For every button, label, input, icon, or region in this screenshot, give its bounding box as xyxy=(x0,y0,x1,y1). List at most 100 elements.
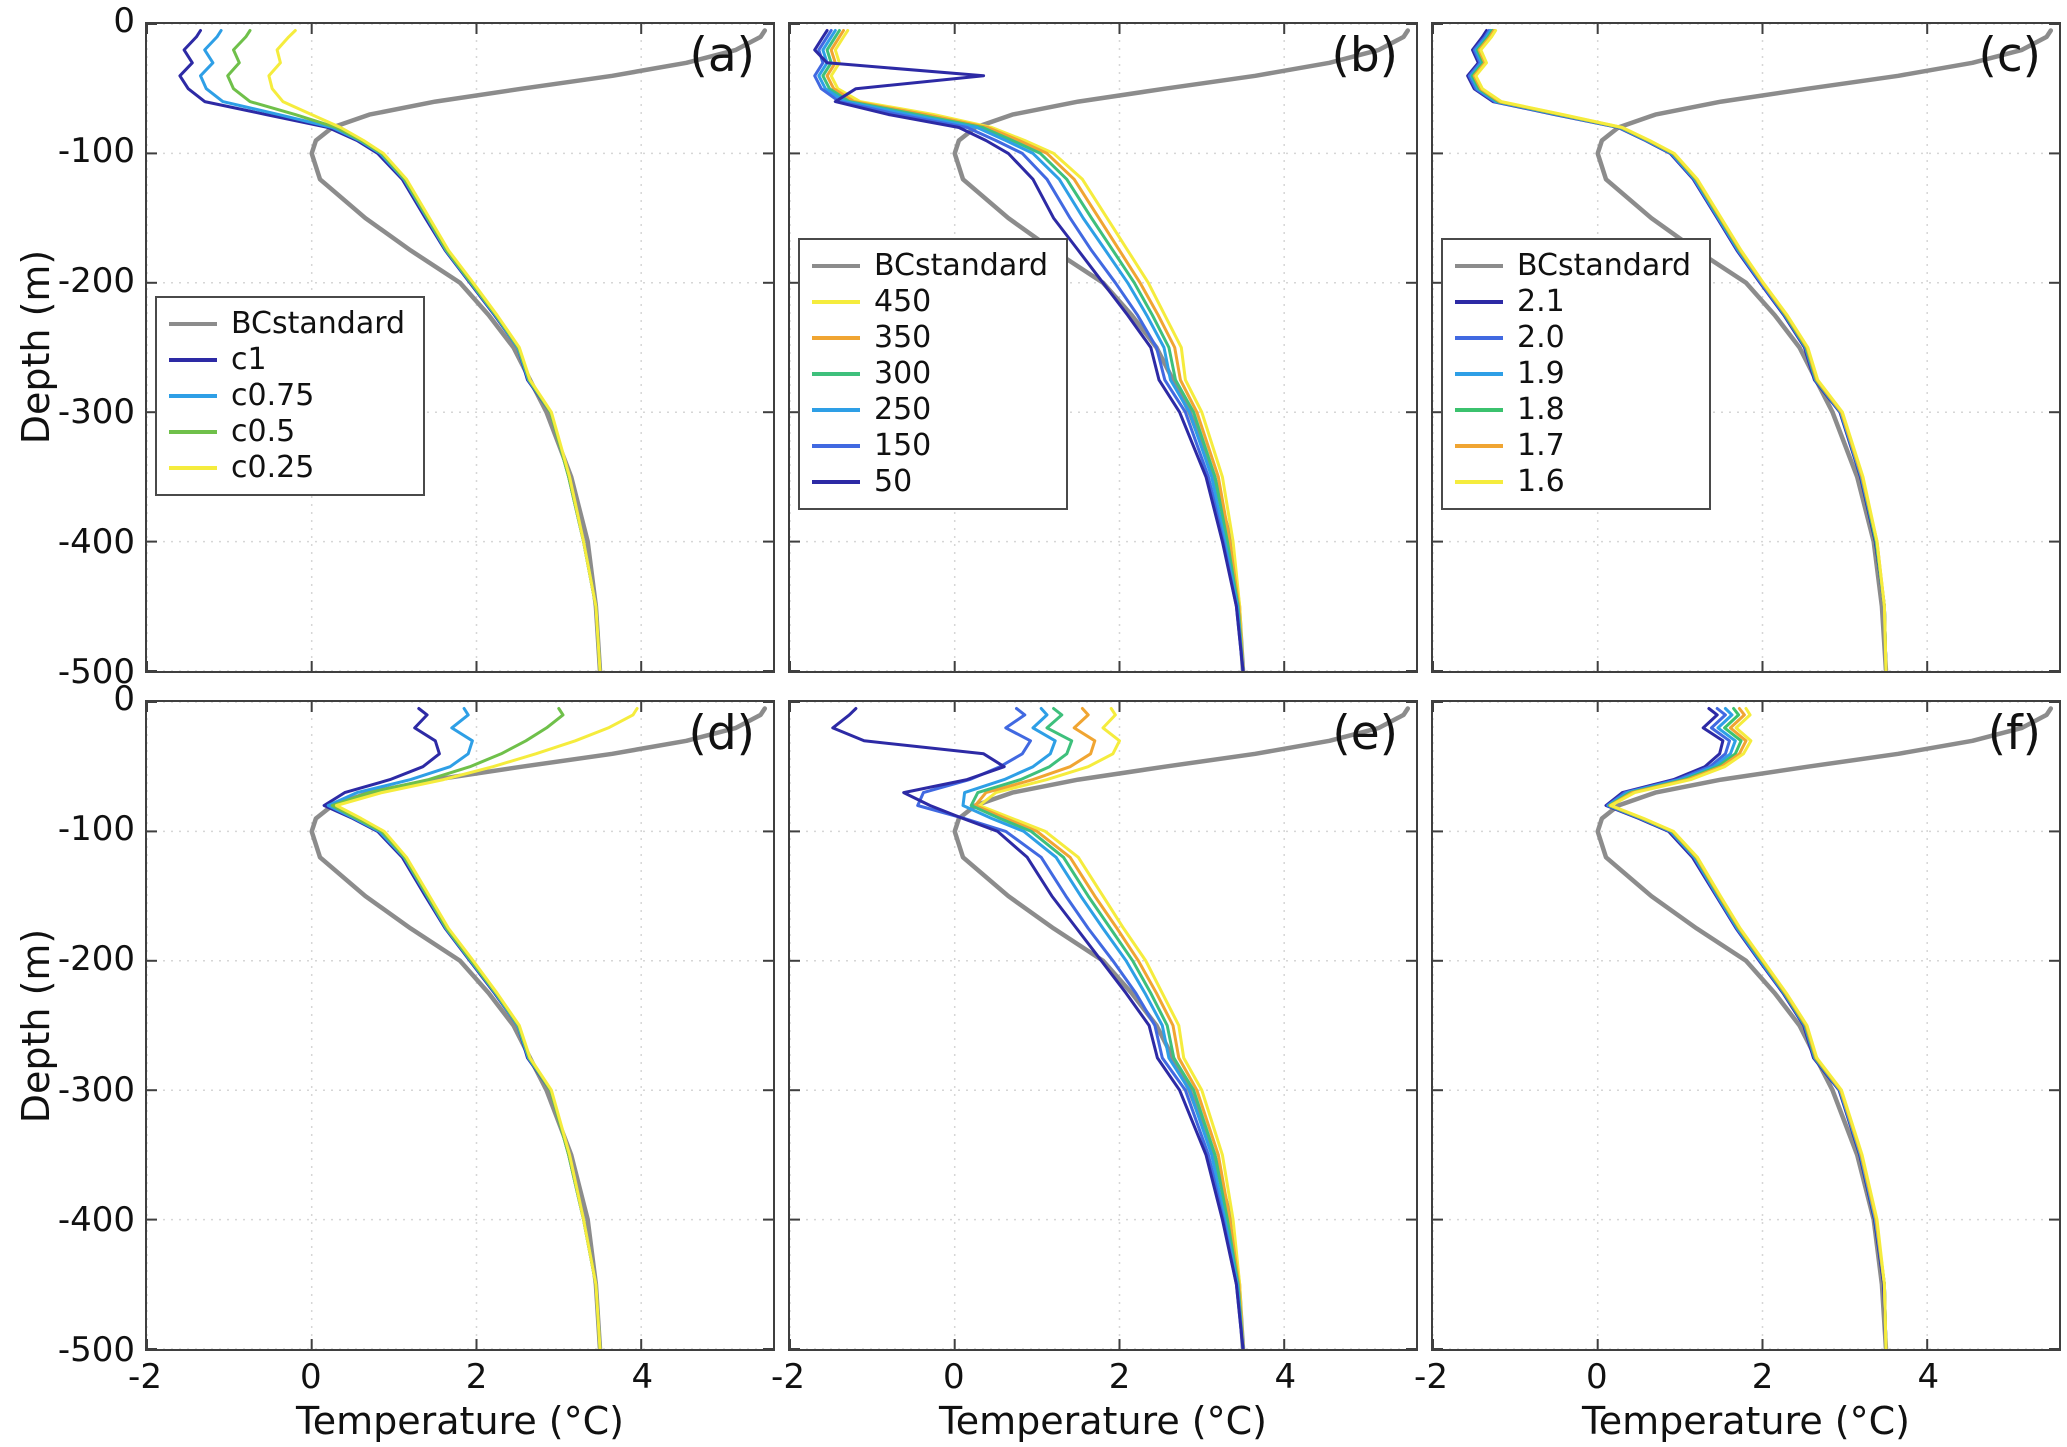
legend-entry: 1.6 xyxy=(1455,464,1691,500)
y-tick-label: -200 xyxy=(57,261,135,302)
x-tick-label: -2 xyxy=(128,1357,162,1397)
plot-area-(e) xyxy=(790,702,1416,1349)
y-tick-label: -300 xyxy=(57,391,135,432)
legend-label: 150 xyxy=(874,428,932,463)
series-line-BCstandard xyxy=(1595,706,2054,1349)
legend-label: 1.7 xyxy=(1517,428,1565,463)
legend-label: 1.8 xyxy=(1517,392,1565,427)
series-line-300 xyxy=(821,29,1245,671)
legend-line-sample xyxy=(1455,263,1503,268)
legend-label: 300 xyxy=(874,356,932,391)
legend-entry: 450 xyxy=(812,284,1048,320)
y-tick-label: -100 xyxy=(57,809,135,850)
legend-entry: c0.75 xyxy=(169,378,405,414)
y-tick-label: 0 xyxy=(113,1,135,41)
panel-d: (d) xyxy=(145,700,775,1351)
y-tick-label: -500 xyxy=(57,652,135,692)
legend-entry: BCstandard xyxy=(169,306,405,342)
legend-label: c0.25 xyxy=(231,450,315,486)
x-tick-label: 2 xyxy=(465,1357,488,1397)
panel-label-b: (b) xyxy=(1331,28,1398,83)
legend-line-sample xyxy=(169,429,217,434)
y-tick-label: 0 xyxy=(113,679,135,719)
panel-c: (c) BCstandard 2.1 2.0 1.9 1.8 1.7 1.6 xyxy=(1431,22,2061,673)
legend: BCstandard 450 350 300 250 150 50 xyxy=(798,237,1069,510)
legend-label: c0.5 xyxy=(231,414,296,450)
panel-label-d: (d) xyxy=(688,706,755,761)
legend-line-sample xyxy=(1455,479,1503,484)
panel-f: (f) xyxy=(1431,700,2061,1351)
x-axis-title-col3: Temperature (°C) xyxy=(1582,1399,1910,1443)
series-line-1.8 xyxy=(1607,707,1888,1349)
x-tick-label: 4 xyxy=(1274,1357,1297,1397)
legend-label: 1.6 xyxy=(1517,464,1565,499)
legend-line-sample xyxy=(1455,407,1503,412)
series-line-350 xyxy=(973,707,1245,1349)
series-line-150 xyxy=(916,707,1245,1349)
legend-entry: 1.9 xyxy=(1455,356,1691,392)
legend-label: 350 xyxy=(874,320,932,355)
legend-line-sample xyxy=(812,299,860,304)
legend-entry: c1 xyxy=(169,342,405,378)
series-line-BCstandard xyxy=(1595,28,2054,671)
legend-entry: 2.1 xyxy=(1455,284,1691,320)
plot-area-(f) xyxy=(1433,702,2059,1349)
panel-label-e: (e) xyxy=(1332,706,1398,761)
series-line-BCstandard xyxy=(309,706,768,1349)
x-axis-title-col2: Temperature (°C) xyxy=(939,1399,1267,1443)
legend-label: c0.75 xyxy=(231,378,315,414)
legend-line-sample xyxy=(1455,335,1503,340)
plot-area-(c) xyxy=(1433,24,2059,671)
series-line-50 xyxy=(831,707,1245,1349)
x-tick-label: -2 xyxy=(1414,1357,1448,1397)
series-line-150 xyxy=(813,29,1245,671)
series-line-450 xyxy=(977,707,1245,1349)
legend-line-sample xyxy=(1455,443,1503,448)
legend-line-sample xyxy=(1455,299,1503,304)
legend-entry: c0.5 xyxy=(169,414,405,450)
legend-label: 1.9 xyxy=(1517,356,1565,391)
x-tick-label: -2 xyxy=(771,1357,805,1397)
y-tick-label: -400 xyxy=(57,521,135,562)
series-line-50 xyxy=(813,29,1245,671)
series-line-1.7 xyxy=(1608,707,1888,1349)
series-line-c1 xyxy=(322,707,602,1349)
legend-entry: BCstandard xyxy=(1455,248,1691,284)
legend-entry: 350 xyxy=(812,320,1048,356)
legend: BCstandard 2.1 2.0 1.9 1.8 1.7 1.6 xyxy=(1441,237,1712,510)
legend-entry: 300 xyxy=(812,356,1048,392)
series-line-300 xyxy=(969,707,1245,1349)
plot-area-(a) xyxy=(147,24,773,671)
legend-line-sample xyxy=(812,335,860,340)
panel-label-a: (a) xyxy=(689,28,755,83)
legend-entry: 50 xyxy=(812,464,1048,500)
legend-entry: 150 xyxy=(812,428,1048,464)
panel-e: (e) xyxy=(788,700,1418,1351)
legend: BCstandard c1 c0.75 c0.5 c0.25 xyxy=(155,295,426,496)
legend-label: BCstandard xyxy=(231,306,406,342)
legend-line-sample xyxy=(169,357,217,362)
legend-line-sample xyxy=(169,465,217,470)
series-line-250 xyxy=(961,707,1245,1349)
series-line-1.9 xyxy=(1606,707,1888,1349)
legend-label: c1 xyxy=(231,342,267,378)
series-line-1.6 xyxy=(1474,29,1888,671)
x-tick-label: 4 xyxy=(631,1357,654,1397)
legend-line-sample xyxy=(169,321,217,326)
legend-label: 2.1 xyxy=(1517,284,1565,319)
series-line-450 xyxy=(829,29,1245,671)
series-line-c0.75 xyxy=(326,707,602,1349)
series-line-2.1 xyxy=(1604,707,1888,1349)
panel-label-f: (f) xyxy=(1987,706,2041,761)
series-line-c0.25 xyxy=(267,29,602,671)
y-tick-label: -400 xyxy=(57,1199,135,1240)
legend-label: 2.0 xyxy=(1517,320,1565,355)
series-line-1.6 xyxy=(1609,707,1888,1349)
panel-label-c: (c) xyxy=(1978,28,2041,83)
series-line-BCstandard xyxy=(952,706,1411,1349)
legend-entry: 250 xyxy=(812,392,1048,428)
panel-b: (b) BCstandard 450 350 300 250 150 50 xyxy=(788,22,1418,673)
legend-label: 50 xyxy=(874,464,913,499)
legend-entry: 2.0 xyxy=(1455,320,1691,356)
legend-label: BCstandard xyxy=(1517,248,1692,283)
